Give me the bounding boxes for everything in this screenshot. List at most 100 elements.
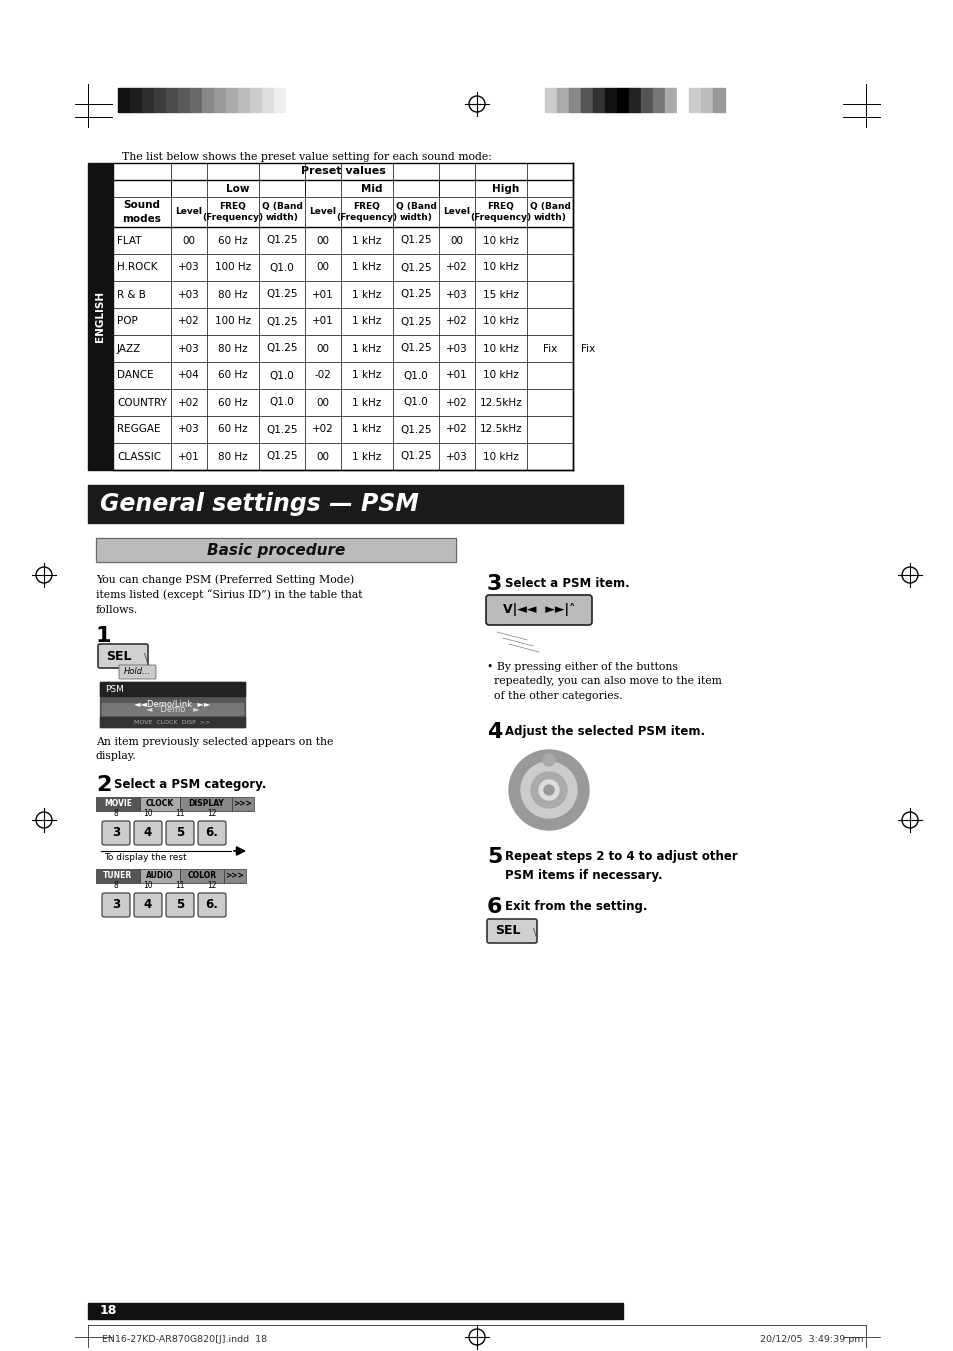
Bar — [180, 797, 232, 811]
Bar — [604, 88, 617, 112]
Text: Hold...: Hold... — [123, 667, 151, 677]
Text: 1 kHz: 1 kHz — [352, 343, 381, 354]
Text: Sound
modes: Sound modes — [122, 200, 161, 224]
Text: +03: +03 — [178, 343, 200, 354]
Text: Q1.25: Q1.25 — [266, 316, 297, 327]
Text: 11: 11 — [175, 809, 185, 817]
Text: 00: 00 — [316, 235, 329, 246]
Text: Q1.25: Q1.25 — [400, 289, 432, 300]
Bar — [262, 88, 274, 112]
Text: +02: +02 — [446, 397, 467, 408]
Text: 5: 5 — [175, 898, 184, 912]
Bar — [213, 88, 226, 112]
Text: JAZZ: JAZZ — [117, 343, 141, 354]
FancyBboxPatch shape — [102, 893, 130, 917]
Text: 10 kHz: 10 kHz — [482, 370, 518, 381]
Text: +03: +03 — [446, 451, 467, 462]
Text: DANCE: DANCE — [117, 370, 153, 381]
Bar — [640, 88, 652, 112]
Text: V|◄◄  ►►|˄: V|◄◄ ►►|˄ — [502, 604, 575, 616]
Text: FREQ
(Frequency): FREQ (Frequency) — [202, 203, 263, 222]
Text: Q1.0: Q1.0 — [270, 397, 294, 408]
Bar — [652, 88, 664, 112]
FancyBboxPatch shape — [133, 821, 162, 844]
FancyBboxPatch shape — [102, 821, 130, 844]
Bar — [96, 538, 456, 562]
Text: 100 Hz: 100 Hz — [214, 316, 251, 327]
Text: 80 Hz: 80 Hz — [218, 289, 248, 300]
FancyBboxPatch shape — [98, 644, 148, 667]
Text: ENGLISH: ENGLISH — [95, 290, 106, 342]
Bar — [237, 88, 250, 112]
Bar — [226, 88, 237, 112]
Text: +02: +02 — [446, 424, 467, 435]
Text: 6.: 6. — [205, 898, 218, 912]
FancyBboxPatch shape — [198, 893, 226, 917]
Text: 100 Hz: 100 Hz — [214, 262, 251, 273]
Text: The list below shows the preset value setting for each sound mode:: The list below shows the preset value se… — [122, 153, 492, 162]
Bar — [628, 88, 640, 112]
Text: Q1.25: Q1.25 — [400, 316, 432, 327]
Text: Q (Band
width): Q (Band width) — [529, 203, 570, 222]
Circle shape — [542, 754, 555, 766]
Bar — [202, 88, 213, 112]
Text: ◄   Demo   ►: ◄ Demo ► — [146, 704, 199, 713]
Bar — [142, 88, 153, 112]
Text: 15 kHz: 15 kHz — [482, 289, 518, 300]
FancyBboxPatch shape — [133, 893, 162, 917]
Text: 5: 5 — [486, 847, 502, 867]
Bar — [100, 682, 245, 727]
Text: 80 Hz: 80 Hz — [218, 451, 248, 462]
Text: 1 kHz: 1 kHz — [352, 424, 381, 435]
Bar — [100, 682, 245, 696]
Bar — [557, 88, 568, 112]
Text: +03: +03 — [446, 289, 467, 300]
FancyBboxPatch shape — [198, 821, 226, 844]
Text: 60 Hz: 60 Hz — [218, 397, 248, 408]
Text: Repeat steps 2 to 4 to adjust other
PSM items if necessary.: Repeat steps 2 to 4 to adjust other PSM … — [504, 850, 737, 881]
Text: Q1.25: Q1.25 — [266, 451, 297, 462]
Text: R & B: R & B — [117, 289, 146, 300]
Text: Mid: Mid — [361, 184, 382, 193]
Text: COUNTRY: COUNTRY — [117, 397, 167, 408]
Text: Q1.0: Q1.0 — [270, 370, 294, 381]
Text: 1 kHz: 1 kHz — [352, 262, 381, 273]
Text: Select a PSM category.: Select a PSM category. — [113, 778, 266, 790]
Text: 3: 3 — [112, 898, 120, 912]
Text: 6.: 6. — [205, 827, 218, 839]
Text: FLAT: FLAT — [117, 235, 141, 246]
Text: Q1.25: Q1.25 — [400, 343, 432, 354]
Text: 5: 5 — [175, 827, 184, 839]
Text: Q1.25: Q1.25 — [400, 235, 432, 246]
Text: Q1.0: Q1.0 — [403, 397, 428, 408]
Text: 00: 00 — [316, 451, 329, 462]
Text: An item previously selected appears on the
display.: An item previously selected appears on t… — [96, 738, 333, 762]
Text: POP: POP — [117, 316, 137, 327]
Text: ◄◄Demo/Link  ►►: ◄◄Demo/Link ►► — [134, 700, 211, 708]
Text: 2: 2 — [96, 775, 112, 794]
Text: FREQ
(Frequency): FREQ (Frequency) — [336, 203, 397, 222]
Text: Select a PSM item.: Select a PSM item. — [504, 577, 629, 590]
Bar — [580, 88, 593, 112]
Bar — [88, 163, 112, 470]
Text: Q1.25: Q1.25 — [400, 424, 432, 435]
Bar — [617, 88, 628, 112]
Text: 3: 3 — [112, 827, 120, 839]
Bar — [274, 88, 286, 112]
Bar — [96, 869, 140, 884]
Text: REGGAE: REGGAE — [117, 424, 160, 435]
Text: 00: 00 — [450, 235, 463, 246]
Text: H.ROCK: H.ROCK — [117, 262, 157, 273]
Text: 00: 00 — [316, 397, 329, 408]
Text: CLASSIC: CLASSIC — [117, 451, 161, 462]
Text: 10 kHz: 10 kHz — [482, 262, 518, 273]
Text: Q1.0: Q1.0 — [403, 370, 428, 381]
Bar — [180, 869, 224, 884]
Text: Fix: Fix — [580, 343, 595, 354]
Text: High: High — [492, 184, 519, 193]
Text: FREQ
(Frequency): FREQ (Frequency) — [470, 203, 531, 222]
Text: 1: 1 — [96, 626, 112, 646]
FancyBboxPatch shape — [119, 665, 156, 680]
Text: 6: 6 — [486, 897, 502, 917]
Text: 10 kHz: 10 kHz — [482, 316, 518, 327]
